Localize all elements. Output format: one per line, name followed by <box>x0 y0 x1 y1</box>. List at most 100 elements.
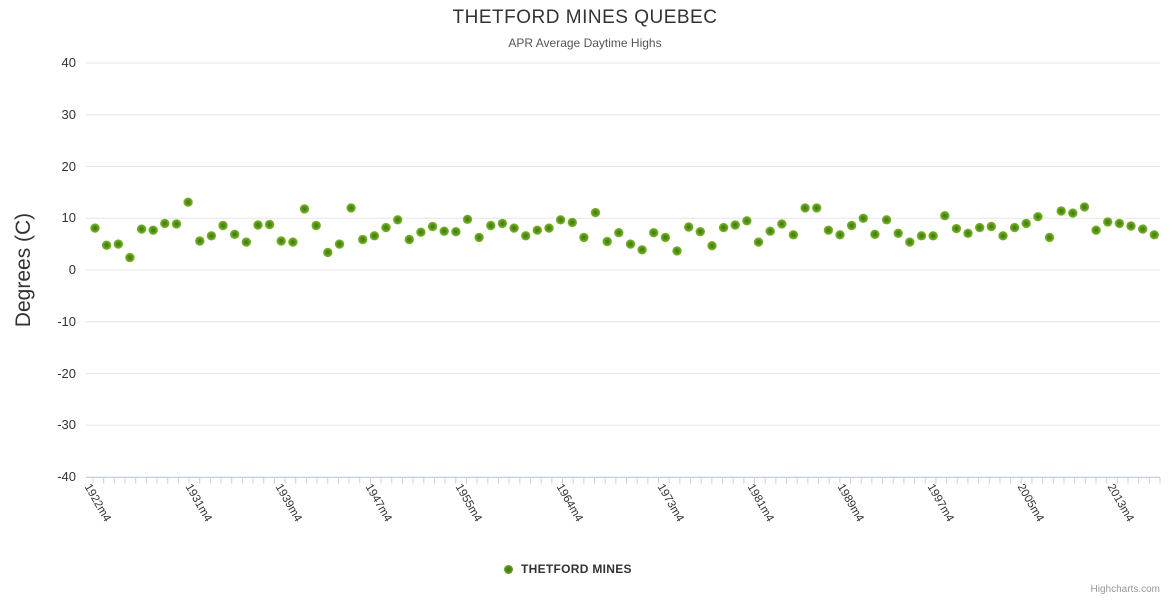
data-point[interactable] <box>264 219 275 230</box>
data-point[interactable] <box>893 228 903 238</box>
data-point[interactable] <box>462 214 473 224</box>
data-point[interactable] <box>684 222 694 232</box>
data-point[interactable] <box>963 228 973 238</box>
data-point[interactable] <box>649 228 659 238</box>
data-point[interactable] <box>439 226 449 236</box>
data-point[interactable] <box>602 236 612 247</box>
data-point[interactable] <box>230 229 240 239</box>
data-point[interactable] <box>125 252 135 263</box>
data-point[interactable] <box>1149 230 1160 240</box>
data-point[interactable] <box>474 232 484 243</box>
data-point[interactable] <box>101 240 112 250</box>
data-point[interactable] <box>323 247 333 258</box>
data-point[interactable] <box>241 237 251 247</box>
data-point[interactable] <box>998 231 1008 241</box>
y-axis-label: -20 <box>57 365 76 381</box>
data-point[interactable] <box>1044 232 1055 243</box>
data-point[interactable] <box>113 239 124 249</box>
data-point[interactable] <box>951 223 962 234</box>
y-axis-label: 30 <box>61 106 76 122</box>
data-point[interactable] <box>823 225 834 235</box>
data-point[interactable] <box>1079 202 1090 212</box>
data-point[interactable] <box>393 215 403 225</box>
data-point[interactable] <box>90 223 100 233</box>
data-point[interactable] <box>940 211 950 221</box>
data-point[interactable] <box>742 216 752 226</box>
data-point[interactable] <box>800 203 810 213</box>
data-point[interactable] <box>369 231 380 241</box>
data-point[interactable] <box>1068 208 1078 218</box>
data-point[interactable] <box>695 227 705 237</box>
data-point[interactable] <box>846 220 857 231</box>
data-point[interactable] <box>812 203 822 213</box>
data-point[interactable] <box>614 228 624 238</box>
data-point[interactable] <box>497 218 508 229</box>
data-point[interactable] <box>346 203 356 213</box>
data-point[interactable] <box>532 225 542 235</box>
data-point[interactable] <box>567 217 577 228</box>
legend-item[interactable]: THETFORD MINES <box>504 562 632 576</box>
data-point[interactable] <box>753 237 764 247</box>
data-point[interactable] <box>521 231 531 241</box>
data-point[interactable] <box>555 215 566 225</box>
data-point[interactable] <box>975 222 985 233</box>
data-point[interactable] <box>870 229 880 239</box>
data-point[interactable] <box>637 245 647 255</box>
data-point[interactable] <box>276 236 286 246</box>
data-point[interactable] <box>171 219 182 229</box>
data-point[interactable] <box>986 221 996 232</box>
chart-title: THETFORD MINES QUEBEC <box>452 7 718 28</box>
data-point[interactable] <box>660 232 671 243</box>
data-point[interactable] <box>916 231 927 241</box>
data-point[interactable] <box>1009 222 1020 233</box>
data-point[interactable] <box>835 230 845 240</box>
data-point[interactable] <box>579 232 589 243</box>
y-axis-label: -40 <box>57 469 76 484</box>
data-point[interactable] <box>777 219 787 229</box>
data-point[interactable] <box>672 246 682 256</box>
data-point[interactable] <box>1103 217 1113 227</box>
data-point[interactable] <box>1114 218 1125 229</box>
data-point[interactable] <box>206 231 217 241</box>
data-point[interactable] <box>1021 218 1031 229</box>
data-point[interactable] <box>416 227 426 237</box>
data-point[interactable] <box>1056 206 1066 216</box>
data-point[interactable] <box>253 220 263 230</box>
data-point[interactable] <box>707 241 717 251</box>
data-point[interactable] <box>451 227 461 237</box>
y-axis-label: 20 <box>61 158 76 174</box>
data-point[interactable] <box>358 234 368 245</box>
data-point[interactable] <box>590 207 601 218</box>
data-point[interactable] <box>928 231 938 241</box>
data-point[interactable] <box>486 220 496 231</box>
data-point[interactable] <box>788 230 799 240</box>
data-point[interactable] <box>218 220 228 231</box>
data-point[interactable] <box>183 197 193 207</box>
data-point[interactable] <box>288 237 298 247</box>
data-point[interactable] <box>195 236 205 246</box>
data-point[interactable] <box>1126 221 1136 231</box>
data-point[interactable] <box>730 220 740 230</box>
data-point[interactable] <box>858 213 868 223</box>
data-point[interactable] <box>148 225 158 235</box>
data-point[interactable] <box>1091 225 1101 235</box>
highcharts-credits-link[interactable]: Highcharts.com <box>1090 584 1160 595</box>
legend-label: THETFORD MINES <box>521 562 632 576</box>
data-point[interactable] <box>136 224 147 234</box>
data-point[interactable] <box>334 239 345 249</box>
data-point[interactable] <box>404 234 414 245</box>
data-point[interactable] <box>311 220 321 231</box>
data-point[interactable] <box>718 222 729 233</box>
data-point[interactable] <box>544 223 554 233</box>
data-point[interactable] <box>299 204 310 214</box>
data-point[interactable] <box>160 218 170 229</box>
data-point[interactable] <box>1138 224 1148 234</box>
data-point[interactable] <box>625 239 636 249</box>
data-point[interactable] <box>427 221 438 232</box>
data-point[interactable] <box>1033 212 1043 222</box>
data-point[interactable] <box>509 223 519 233</box>
data-point[interactable] <box>381 222 391 233</box>
data-point[interactable] <box>881 215 892 225</box>
data-point[interactable] <box>905 237 915 247</box>
data-point[interactable] <box>765 226 775 236</box>
